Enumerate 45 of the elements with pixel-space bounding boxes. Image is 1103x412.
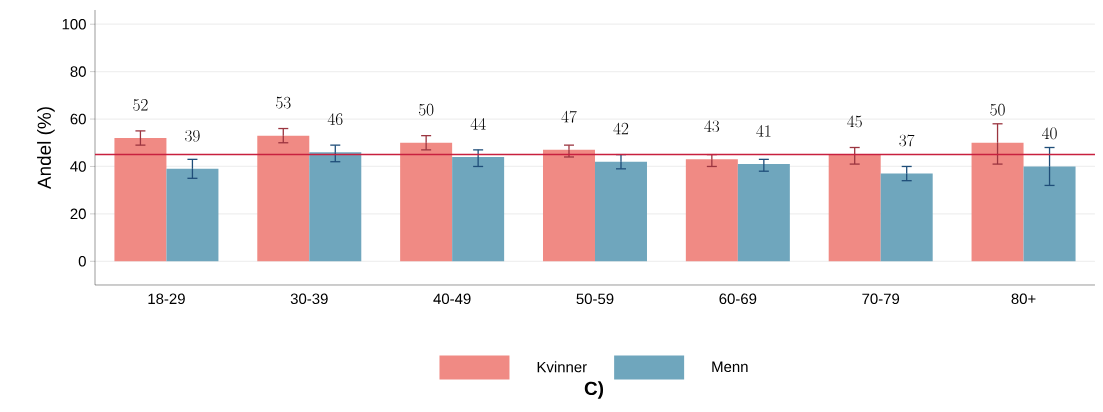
x-tick-label: 40-49 bbox=[433, 293, 471, 305]
data-label: 42 bbox=[613, 122, 629, 135]
text: C) bbox=[584, 381, 604, 399]
bar bbox=[114, 138, 167, 262]
x-tick-label: 60-69 bbox=[719, 293, 757, 305]
data-label: 44 bbox=[470, 117, 486, 130]
bar bbox=[685, 159, 738, 262]
data-label: 46 bbox=[327, 113, 343, 125]
data-label: 52 bbox=[133, 99, 148, 111]
data-label: 45 bbox=[847, 115, 862, 128]
data-label: 50 bbox=[418, 103, 434, 116]
x-tick-label: 30-39 bbox=[290, 293, 328, 305]
bar bbox=[400, 142, 453, 262]
bar bbox=[309, 152, 362, 262]
bar bbox=[257, 135, 310, 262]
data-label: 47 bbox=[561, 110, 577, 123]
y-tick-label: 60 bbox=[70, 113, 86, 125]
data-label: 41 bbox=[756, 125, 771, 137]
y-tick-label: 80 bbox=[70, 66, 86, 77]
bar bbox=[880, 173, 933, 262]
y-tick-label: 0 bbox=[78, 256, 86, 267]
bar bbox=[737, 164, 790, 262]
data-label: 43 bbox=[704, 120, 720, 133]
x-tick-label: 50-59 bbox=[576, 293, 614, 305]
legend-label: Menn bbox=[712, 361, 748, 373]
y-tick-label: 100 bbox=[62, 18, 86, 30]
bar bbox=[166, 168, 219, 262]
bar bbox=[828, 154, 881, 262]
bar bbox=[452, 156, 505, 262]
x-tick-label: 70-79 bbox=[862, 293, 900, 305]
data-label: 50 bbox=[990, 103, 1005, 116]
bar bbox=[594, 161, 647, 262]
bar bbox=[1023, 166, 1076, 262]
x-tick-label: 80+ bbox=[1011, 293, 1036, 305]
legend-label: Kvinner bbox=[537, 361, 587, 373]
y-tick-label: 20 bbox=[70, 208, 86, 220]
bar bbox=[542, 149, 595, 262]
y-tick-label: 40 bbox=[70, 161, 86, 172]
data-label: 40 bbox=[1042, 127, 1057, 140]
data-label: 53 bbox=[276, 96, 291, 109]
data-label: 39 bbox=[185, 129, 200, 142]
y-axis-title: Andel (%) bbox=[37, 107, 55, 190]
x-tick-label: 18-29 bbox=[148, 293, 185, 305]
bar bbox=[971, 142, 1024, 262]
data-label: 37 bbox=[899, 134, 915, 147]
